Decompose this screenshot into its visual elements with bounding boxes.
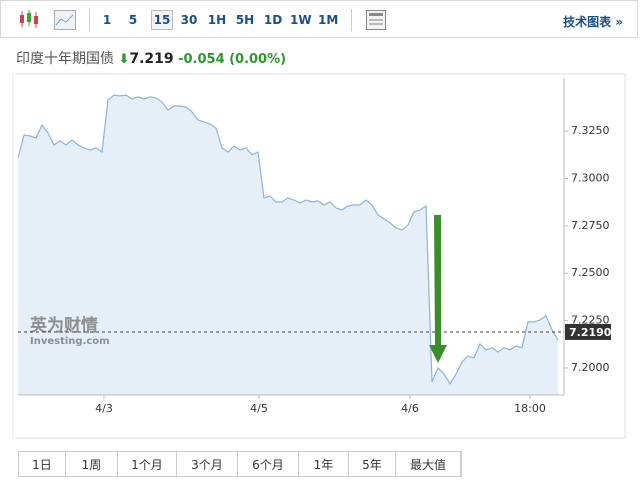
y-tick-label: 7.2000 (571, 361, 610, 374)
y-tick-label: 7.2500 (571, 266, 610, 279)
watermark-en: Investing.com (30, 336, 110, 347)
instrument-name: 印度十年期国债 (16, 51, 114, 67)
interval-button[interactable]: 1W (290, 13, 312, 27)
range-button[interactable]: 1周 (66, 452, 118, 476)
interval-button[interactable]: 5 (128, 13, 138, 27)
interval-button[interactable]: 1M (318, 13, 339, 27)
candle-icon[interactable] (17, 8, 41, 30)
title-row: 印度十年期国债 ⬇7.219 -0.054 (0.00%) (16, 48, 286, 68)
current-price-box (565, 323, 611, 340)
x-tick-label: 4/6 (401, 402, 419, 415)
interval-button[interactable]: 1H (207, 13, 227, 27)
y-tick-label: 7.2250 (571, 314, 610, 327)
separator (351, 9, 352, 31)
y-tick-label: 7.3000 (571, 172, 610, 185)
down-arrow: ⬇ (118, 52, 130, 67)
interval-button[interactable]: 15 (151, 10, 173, 30)
x-tick-label: 4/5 (250, 402, 268, 415)
y-tick-label: 7.3250 (571, 124, 610, 137)
interval-button[interactable]: 1 (102, 13, 112, 27)
range-buttons: 1日 1周 1个月 3个月 6个月 1年 5年 最大值 (18, 451, 462, 477)
change-pct: (0.00%) (229, 52, 287, 67)
line-icon[interactable] (54, 10, 76, 30)
range-button[interactable]: 1日 (19, 452, 66, 476)
x-tick-label: 4/3 (95, 402, 113, 415)
x-tick-label: 18:00 (514, 402, 546, 415)
interval-button[interactable]: 1D (263, 13, 283, 27)
price: 7.219 (129, 51, 174, 67)
range-button[interactable]: 1个月 (118, 452, 177, 476)
range-button[interactable]: 5年 (349, 452, 396, 476)
annotation-arrow (429, 215, 447, 363)
y-tick-label: 7.2750 (571, 219, 610, 232)
interval-button[interactable]: 5H (235, 13, 255, 27)
change: -0.054 (178, 52, 225, 67)
line (17, 94, 559, 385)
watermark-cn: 英为财情 (30, 315, 98, 336)
area (18, 95, 558, 395)
toolbar: 技术图表 » 1 5 15 30 1H 5H 1D 1W 1M (0, 0, 638, 38)
indicator-icon[interactable] (366, 10, 386, 30)
separator (89, 9, 90, 31)
range-button[interactable]: 最大值 (396, 452, 461, 476)
range-button[interactable]: 1年 (299, 452, 349, 476)
current-price-label: 7.2190 (569, 326, 612, 339)
tech-chart-link[interactable]: 技术图表 » (563, 15, 623, 29)
interval-button[interactable]: 30 (180, 13, 198, 27)
plot-frame (12, 73, 626, 439)
range-button[interactable]: 3个月 (177, 452, 238, 476)
range-button[interactable]: 6个月 (238, 452, 299, 476)
